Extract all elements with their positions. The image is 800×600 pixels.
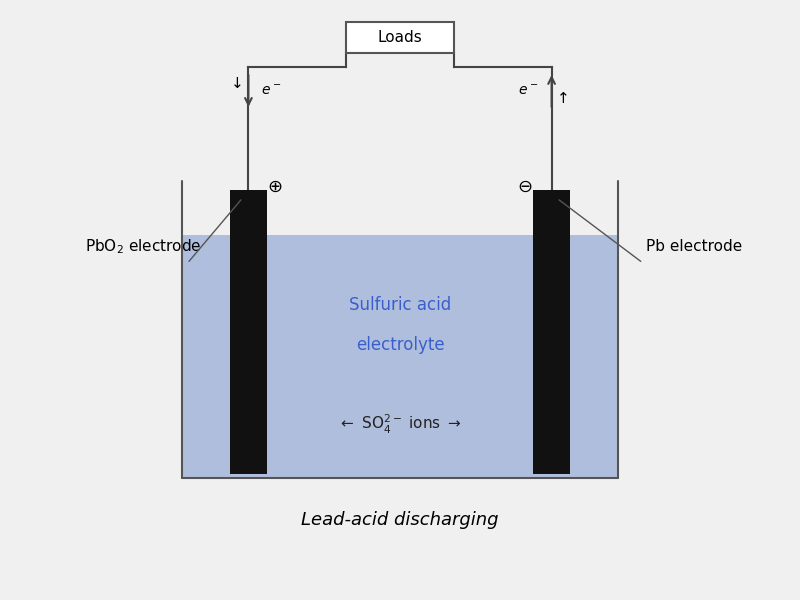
Text: Pb electrode: Pb electrode (646, 239, 742, 254)
Text: Sulfuric acid: Sulfuric acid (349, 296, 451, 314)
Text: ⊖: ⊖ (518, 178, 533, 196)
Text: ⊕: ⊕ (267, 178, 282, 196)
Bar (182, 235, 618, 478)
Bar (533, 190, 570, 475)
Text: $e^-$: $e^-$ (262, 84, 282, 98)
Text: PbO$_2$ electrode: PbO$_2$ electrode (85, 237, 202, 256)
Text: Loads: Loads (378, 30, 422, 45)
Text: ↓: ↓ (230, 76, 243, 91)
Bar (346, 22, 454, 53)
Text: ↑: ↑ (557, 91, 570, 106)
Text: $e^-$: $e^-$ (518, 84, 538, 98)
Text: Lead-acid discharging: Lead-acid discharging (302, 511, 498, 529)
Bar (230, 190, 267, 475)
Text: electrolyte: electrolyte (356, 336, 444, 354)
Text: $\leftarrow$ SO$_4^{2-}$ ions $\rightarrow$: $\leftarrow$ SO$_4^{2-}$ ions $\rightarr… (338, 413, 462, 436)
